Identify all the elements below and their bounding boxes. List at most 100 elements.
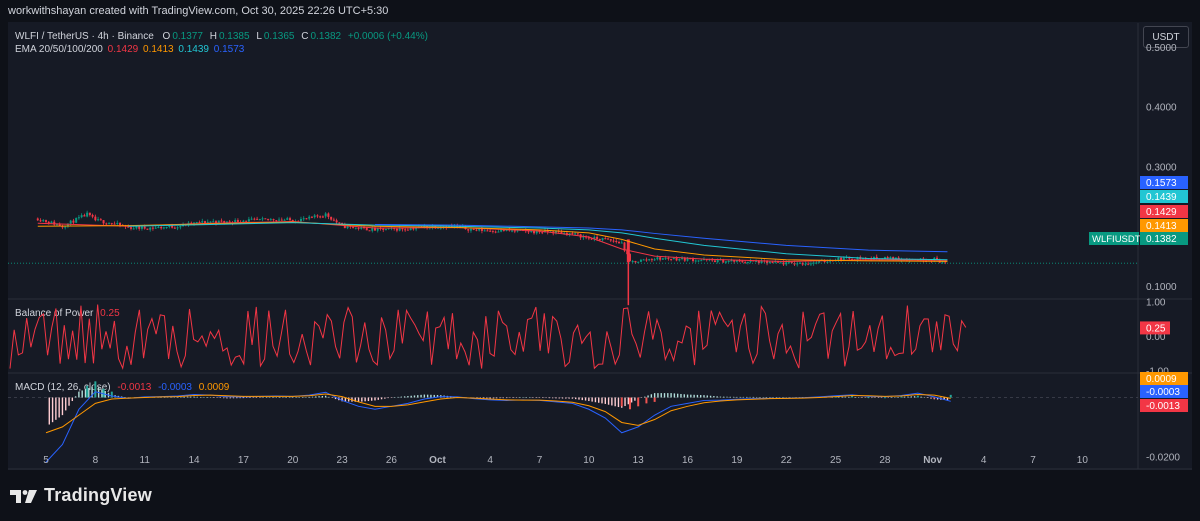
macd-hist-bar bbox=[686, 394, 689, 398]
macd-hist-bar bbox=[315, 396, 317, 398]
macd-hist-bar bbox=[58, 397, 60, 418]
symbol-name[interactable]: WLFI / TetherUS · 4h · Binance bbox=[15, 31, 154, 42]
macd-hist-bar bbox=[532, 397, 534, 398]
macd-hist-bar bbox=[785, 397, 787, 398]
macd-hist-bar bbox=[278, 397, 281, 398]
macd-hist-bar bbox=[683, 394, 685, 398]
candle-body bbox=[713, 260, 716, 263]
candle-body bbox=[568, 233, 571, 236]
macd-hist-bar bbox=[374, 397, 376, 401]
macd-hist-bar bbox=[700, 395, 702, 398]
macd-hist-bar bbox=[900, 396, 903, 398]
macd-label[interactable]: MACD (12, 26, close) bbox=[15, 382, 111, 393]
macd-hist-bar bbox=[285, 397, 287, 398]
candle-body bbox=[878, 258, 881, 260]
macd-legend: MACD (12, 26, close) -0.0013 -0.0003 0.0… bbox=[15, 382, 229, 393]
macd-hist-bar bbox=[729, 396, 732, 398]
candle-body bbox=[535, 230, 538, 234]
candle-body bbox=[72, 220, 75, 223]
candle-body bbox=[944, 261, 947, 263]
bop-value: 0.25 bbox=[100, 308, 120, 319]
time-tick-label: 4 bbox=[487, 455, 493, 466]
candle-body bbox=[127, 226, 130, 228]
candle-body bbox=[439, 227, 442, 229]
candle-body bbox=[267, 218, 270, 220]
macd-hist-bar bbox=[907, 396, 909, 398]
bop-value-badge-text: 0.25 bbox=[1146, 323, 1166, 334]
candle-body bbox=[387, 227, 390, 229]
candle-body bbox=[744, 262, 747, 264]
bop-tick-label: 1.00 bbox=[1146, 298, 1166, 309]
candle-body bbox=[269, 219, 272, 221]
candle-body bbox=[766, 260, 769, 264]
macd-hist-bar bbox=[213, 397, 215, 398]
candle-body bbox=[826, 261, 829, 263]
candle-body bbox=[69, 220, 72, 224]
candle-body bbox=[757, 260, 760, 264]
bop-label[interactable]: Balance of Power bbox=[15, 308, 94, 319]
candle-body bbox=[574, 233, 577, 235]
candle-body bbox=[437, 227, 440, 229]
macd-hist-bar bbox=[48, 397, 50, 425]
macd-hist-bar bbox=[848, 396, 850, 398]
macd-hist-bar bbox=[792, 397, 794, 398]
macd-hist-bar bbox=[88, 388, 90, 398]
candle-body bbox=[681, 257, 684, 260]
candle-body bbox=[119, 222, 122, 226]
close-label: C bbox=[301, 31, 309, 42]
macd-hist-bar bbox=[433, 394, 435, 398]
macd-hist-bar bbox=[199, 396, 202, 398]
macd-hist-bar bbox=[732, 396, 735, 398]
macd-hist-bar bbox=[624, 397, 626, 407]
currency-button[interactable]: USDT bbox=[1143, 26, 1189, 48]
candle-body bbox=[892, 256, 895, 260]
macd-hist-bar bbox=[673, 393, 676, 398]
macd-hist-bar bbox=[110, 391, 113, 398]
candle-body bbox=[683, 257, 686, 261]
macd-hist-bar bbox=[81, 390, 83, 398]
macd-value-badge bbox=[1140, 399, 1188, 412]
macd-hist-bar bbox=[851, 396, 854, 398]
candle-body bbox=[659, 257, 662, 260]
macd-hist-bar bbox=[874, 397, 876, 398]
candle-body bbox=[755, 260, 758, 262]
ema-label[interactable]: EMA 20/50/100/200 bbox=[15, 44, 103, 55]
candle-body bbox=[563, 232, 566, 234]
candle-body bbox=[746, 261, 749, 263]
low-value: 0.1365 bbox=[263, 31, 295, 42]
candle-body bbox=[299, 218, 302, 222]
candle-body bbox=[530, 230, 533, 233]
macd-hist-bar bbox=[357, 397, 360, 402]
candle-body bbox=[42, 220, 45, 222]
candle-body bbox=[618, 242, 621, 244]
macd-hist-bar bbox=[927, 397, 929, 398]
macd-value-badge-text: -0.0013 bbox=[1146, 401, 1180, 412]
candle-body bbox=[272, 219, 275, 221]
macd-hist-bar bbox=[269, 397, 271, 398]
macd-hist-bar bbox=[535, 397, 537, 398]
macd-hist-bar bbox=[561, 397, 564, 399]
candle-body bbox=[368, 230, 371, 232]
macd-hist-bar bbox=[183, 396, 185, 398]
macd-hist-bar bbox=[301, 397, 304, 398]
macd-hist-bar bbox=[660, 393, 662, 398]
attribution: workwithshayan created with TradingView.… bbox=[8, 5, 389, 17]
macd-hist-bar bbox=[219, 397, 222, 399]
candle-body bbox=[513, 230, 516, 232]
macd-hist-bar bbox=[558, 397, 560, 399]
macd-hist-bar bbox=[601, 397, 603, 404]
candle-body bbox=[162, 227, 165, 229]
macd-hist-bar bbox=[209, 397, 212, 398]
candle-body bbox=[135, 226, 138, 229]
candle-body bbox=[374, 227, 376, 231]
macd-hist-bar bbox=[380, 397, 383, 400]
macd-hist-bar bbox=[844, 396, 847, 398]
macd-hist-bar bbox=[653, 397, 656, 402]
last-price-badge bbox=[1140, 232, 1188, 245]
macd-hist-bar bbox=[854, 397, 857, 398]
candle-body bbox=[486, 230, 489, 232]
candle-body bbox=[653, 259, 656, 261]
macd-hist-bar bbox=[913, 396, 916, 398]
macd-hist-bar bbox=[417, 395, 419, 398]
macd-hist-bar bbox=[545, 397, 547, 399]
